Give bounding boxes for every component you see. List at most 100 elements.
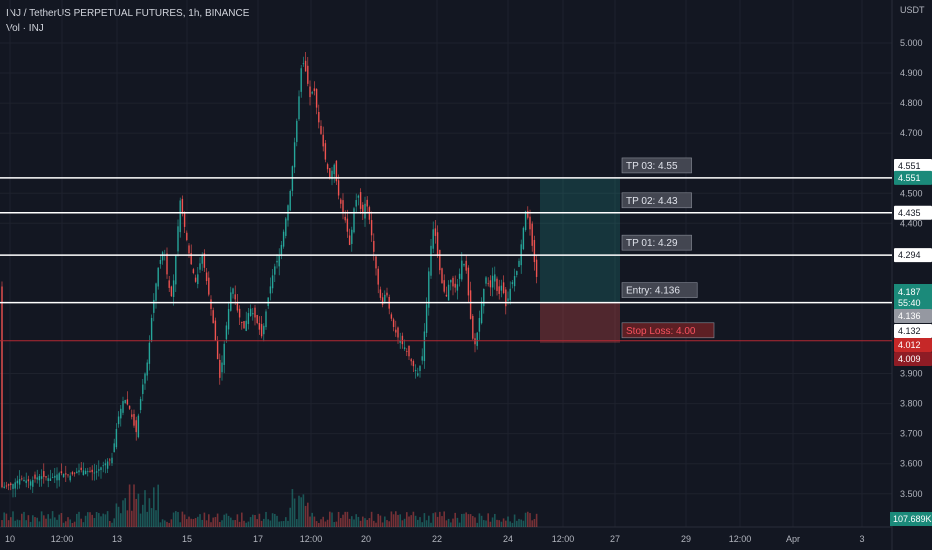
grid-lines (0, 0, 892, 527)
volume-bar (124, 498, 126, 527)
loss-zone (540, 302, 620, 343)
candle-body (126, 399, 129, 405)
level-label-entry: Entry: 4.136 (621, 282, 698, 298)
volume-bar (456, 517, 459, 527)
candle-body (346, 218, 349, 232)
volume-bar (16, 519, 19, 527)
candle-body (302, 63, 305, 65)
candle-body (247, 313, 250, 325)
candle-body (527, 210, 529, 218)
candle-body (10, 483, 12, 486)
candle-body (73, 472, 76, 474)
axis-badge-stop-bg (894, 352, 932, 366)
volume-bar (307, 502, 309, 527)
volume-bar (3, 512, 5, 527)
candle-body (434, 228, 437, 236)
level-label-text: Entry: 4.136 (626, 286, 680, 297)
volume-bar (362, 516, 364, 527)
candle-body (36, 477, 38, 480)
candle-body (216, 341, 219, 360)
volume-bar (452, 518, 454, 527)
volume-bar (487, 513, 489, 527)
candle-body (203, 253, 206, 268)
y-tick-label: 3.900 (900, 369, 923, 379)
volume-bar (469, 514, 472, 527)
volume-bar (175, 511, 177, 527)
volume-bar (384, 516, 386, 527)
level-lines: TP 03: 4.55 TP 02: 4.43 TP 01: 4.29 Entry: … (0, 157, 892, 342)
currency-label: USDT (900, 5, 925, 15)
candle-body (522, 227, 525, 250)
volume-bar (1, 520, 3, 527)
volume-bar (441, 516, 443, 527)
candle-body (535, 259, 538, 277)
volume-bar (298, 495, 300, 527)
candle-body (271, 275, 274, 289)
volume-bar (232, 520, 234, 527)
volume-bar (300, 497, 302, 527)
volume-bar (412, 511, 415, 527)
volume-bar (513, 514, 516, 527)
volume-bar (254, 515, 256, 527)
volume-bar (223, 514, 225, 527)
volume-bar (43, 515, 45, 527)
candle-body (524, 211, 527, 231)
candle-body (21, 478, 23, 480)
axis-badge-tp02-bg (894, 205, 932, 220)
volume-bar (458, 522, 461, 527)
volume-bar (40, 511, 43, 527)
volume-bar (507, 516, 509, 527)
candle-body (95, 471, 98, 473)
volume-bar (524, 512, 527, 527)
candle-body (472, 315, 474, 339)
y-tick-label: 5.000 (900, 38, 923, 48)
candle-body (113, 443, 115, 453)
candle-body (243, 321, 245, 329)
y-tick-label: 3.700 (900, 429, 923, 439)
volume-bar (241, 512, 243, 527)
candle-body (111, 457, 113, 464)
volume-bar (533, 519, 536, 527)
axis-badge-entry: 4.136 (894, 309, 932, 323)
volume-bar (518, 518, 520, 527)
volume-bar (51, 511, 54, 527)
candle-body (148, 342, 151, 364)
volume-bar (95, 512, 98, 527)
volume-bar (375, 522, 377, 527)
candle-body (197, 274, 199, 285)
candle-body (274, 266, 276, 275)
volume-bar (166, 521, 168, 527)
candle-body (267, 297, 269, 307)
volume-bar (247, 521, 250, 527)
volume-bar (447, 518, 450, 527)
volume-bar (139, 513, 142, 527)
volume-bar (230, 517, 232, 527)
volume-bar (535, 513, 538, 527)
volume-bar (45, 518, 47, 527)
candle-body (313, 88, 316, 92)
x-tick-label: 13 (112, 534, 122, 544)
candle-body (188, 245, 190, 254)
candle-body (260, 324, 263, 337)
volume-bar (289, 507, 291, 527)
x-tick-label: 24 (503, 534, 513, 544)
candle-body (318, 112, 320, 123)
candle-body (412, 361, 415, 367)
candle-body (199, 263, 201, 270)
volume-bar (324, 521, 327, 527)
volume-bar (531, 520, 533, 527)
volume-bar (80, 518, 82, 527)
candle-body (254, 307, 256, 318)
volume-bar (368, 518, 371, 527)
volume-bar (494, 513, 496, 527)
x-tick-label: Apr (786, 534, 800, 544)
volume-bar (443, 511, 445, 527)
volume-bar (417, 519, 419, 527)
candle-body (406, 351, 408, 352)
candle-body (236, 302, 239, 311)
candle-body (179, 200, 181, 233)
volume-bar (216, 513, 219, 527)
volume-bar (249, 517, 252, 527)
volume-bar (183, 514, 186, 527)
